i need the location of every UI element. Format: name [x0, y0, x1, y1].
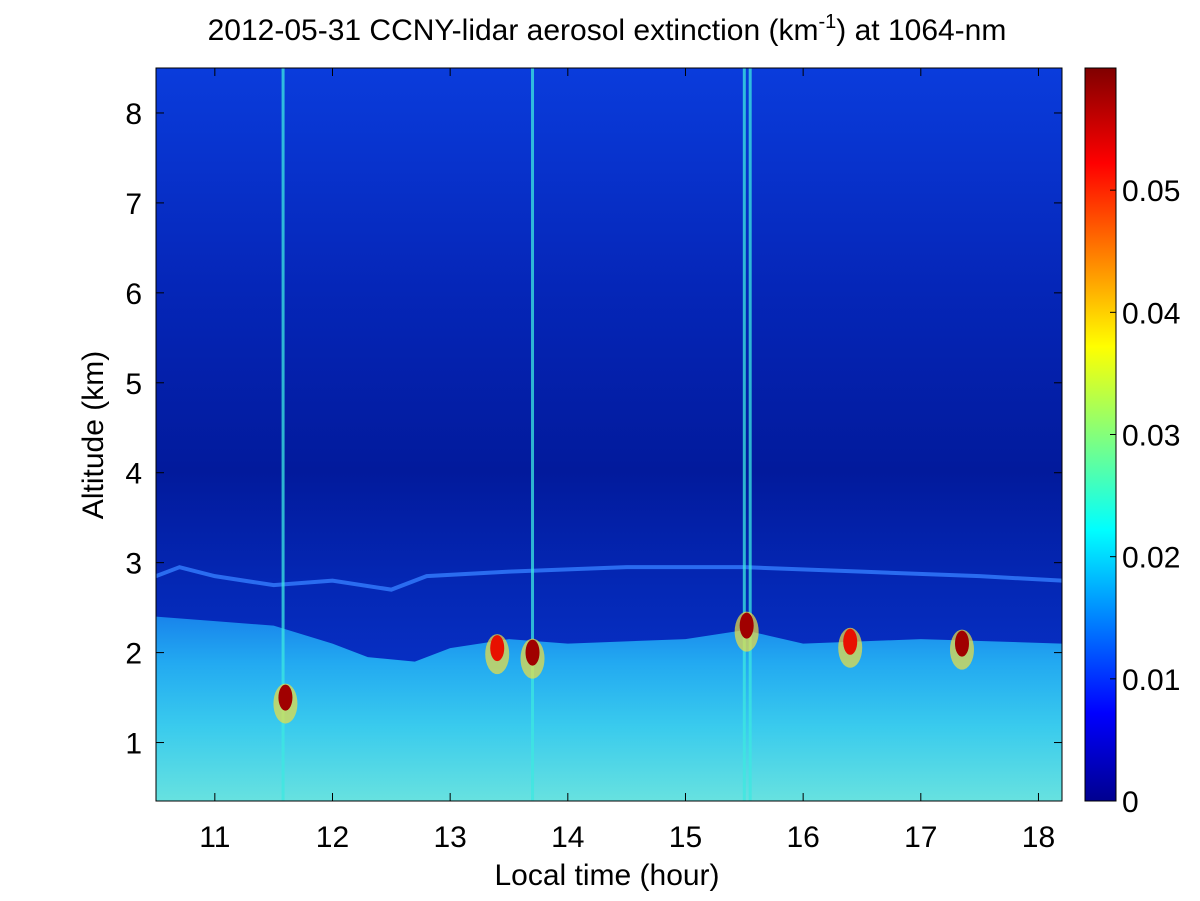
y-tick-label: 3	[125, 548, 142, 581]
high-extinction-patch	[525, 639, 540, 666]
chart-title: 2012-05-31 CCNY-lidar aerosol extinction…	[208, 11, 1007, 47]
colorbar: 0 0.01 0.02 0.03 0.04 0.05	[1084, 67, 1180, 819]
vertical-streak	[531, 68, 535, 801]
y-tick-label: 6	[125, 278, 142, 311]
high-extinction-patch	[739, 612, 754, 639]
y-axis: 1 2 3 4 5 6 7 8	[125, 98, 1062, 761]
x-axis-label: Local time (hour)	[494, 859, 719, 892]
y-tick-label: 5	[125, 368, 142, 401]
colorbar-tick-label: 0.03	[1122, 420, 1180, 453]
x-tick-label: 14	[551, 821, 584, 854]
y-axis-label: Altitude (km)	[77, 351, 110, 519]
y-tick-label: 2	[125, 638, 142, 671]
vertical-streak	[748, 68, 752, 801]
vertical-streak	[281, 68, 285, 801]
x-tick-label: 11	[199, 821, 230, 854]
x-tick-label: 13	[433, 821, 466, 854]
colorbar-tick-label: 0.04	[1122, 297, 1180, 330]
plot-area	[156, 68, 1062, 801]
x-tick-label: 17	[904, 821, 937, 854]
x-tick-label: 12	[316, 821, 349, 854]
high-extinction-patch	[490, 635, 505, 662]
x-tick-label: 15	[669, 821, 702, 854]
high-extinction-patch	[278, 684, 293, 711]
vertical-streak	[742, 68, 746, 801]
colorbar-tick-label: 0.05	[1122, 175, 1180, 208]
colorbar-tick-label: 0.02	[1122, 542, 1180, 575]
boundary-layer-region	[156, 616, 1062, 801]
residual-layer-line	[156, 565, 1062, 592]
y-tick-label: 8	[125, 98, 142, 131]
x-axis: 11 12 13 14 15 16 17 18	[199, 68, 1055, 854]
high-extinction-patch	[843, 628, 858, 655]
y-tick-label: 7	[125, 188, 142, 221]
y-tick-label: 4	[125, 458, 142, 491]
high-extinction-patch	[954, 630, 969, 657]
y-tick-label: 1	[125, 728, 142, 761]
x-tick-label: 16	[786, 821, 819, 854]
x-tick-label: 18	[1022, 821, 1055, 854]
colorbar-tick-label: 0	[1122, 786, 1139, 819]
plot-frame	[155, 67, 1063, 802]
colorbar-tick-label: 0.01	[1122, 664, 1180, 697]
